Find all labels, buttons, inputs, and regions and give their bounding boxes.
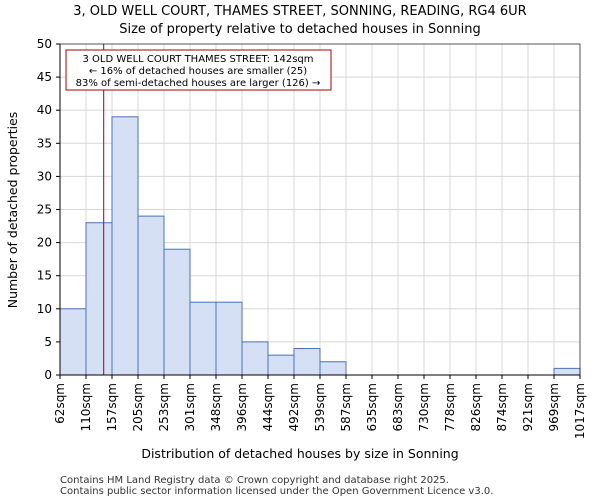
x-tick-label-635sqm: 635sqm [365,383,379,431]
x-tick-label-396sqm: 396sqm [235,383,249,431]
x-tick-label-921sqm: 921sqm [521,383,535,431]
bar-110sqm [85,222,113,376]
y-tick-label-0: 0 [44,368,52,382]
bar-157sqm [111,116,139,376]
y-axis-label: Number of detached properties [5,112,20,309]
bars [59,116,581,376]
bar-444sqm [267,354,295,376]
x-tick-label-730sqm: 730sqm [417,383,431,431]
y-tick-label-50: 50 [37,37,52,51]
x-tick-label-62sqm: 62sqm [53,383,67,424]
annotation-frame [65,49,332,91]
annotation-line-3: 83% of semi-detached houses are larger (… [76,78,321,89]
x-tick-label-253sqm: 253sqm [157,383,171,431]
x-tick-label-874sqm: 874sqm [495,383,509,431]
y-ticks: 0 5 10 15 20 25 30 35 40 45 50 [37,37,60,382]
x-tick-label-539sqm: 539sqm [313,383,327,431]
x-axis-label: Distribution of detached houses by size … [141,446,458,461]
y-tick-label-20: 20 [37,236,52,250]
bar-62sqm [59,308,87,376]
y-tick-label-10: 10 [37,302,52,316]
footer-line-1: Contains HM Land Registry data © Crown c… [60,475,449,486]
bar-253sqm [163,248,191,376]
bar-539sqm [319,361,347,376]
bar-492sqm [293,348,321,376]
annotation-box: 3 OLD WELL COURT THAMES STREET: 142sqm ←… [65,49,332,91]
y-tick-label-35: 35 [37,136,52,150]
chart-title: 3, OLD WELL COURT, THAMES STREET, SONNIN… [73,4,526,19]
x-tick-label-778sqm: 778sqm [443,383,457,431]
x-tick-label-587sqm: 587sqm [339,383,353,431]
x-ticks: 62sqm 110sqm 157sqm 205sqm 253sqm 301sqm 348sq… [53,375,587,439]
y-tick-label-45: 45 [37,70,52,84]
x-tick-label-683sqm: 683sqm [391,383,405,431]
y-tick-label-30: 30 [37,169,52,183]
chart-subtitle: Size of property relative to detached ho… [119,22,481,37]
x-tick-label-826sqm: 826sqm [469,383,483,431]
y-tick-label-15: 15 [37,269,52,283]
y-tick-label-25: 25 [37,203,52,217]
bar-205sqm [137,215,165,376]
x-tick-label-444sqm: 444sqm [261,383,275,431]
x-tick-label-157sqm: 157sqm [105,383,119,431]
footer-line-2: Contains public sector information licen… [60,486,493,497]
bar-396sqm [241,341,269,376]
bar-348sqm [215,301,243,376]
x-tick-label-205sqm: 205sqm [131,383,145,431]
y-tick-label-5: 5 [44,335,52,349]
x-tick-label-301sqm: 301sqm [183,383,197,431]
annotation-line-2: ← 16% of detached houses are smaller (25… [89,66,307,77]
annotation-line-1: 3 OLD WELL COURT THAMES STREET: 142sqm [83,54,314,65]
x-tick-label-110sqm: 110sqm [79,383,93,431]
y-tick-label-40: 40 [37,103,52,117]
x-tick-label-1017sqm: 1017sqm [573,383,587,439]
bar-969sqm [553,367,581,376]
bar-301sqm [189,301,217,376]
x-tick-label-969sqm: 969sqm [547,383,561,431]
x-tick-label-492sqm: 492sqm [287,383,301,431]
x-tick-label-348sqm: 348sqm [209,383,223,431]
